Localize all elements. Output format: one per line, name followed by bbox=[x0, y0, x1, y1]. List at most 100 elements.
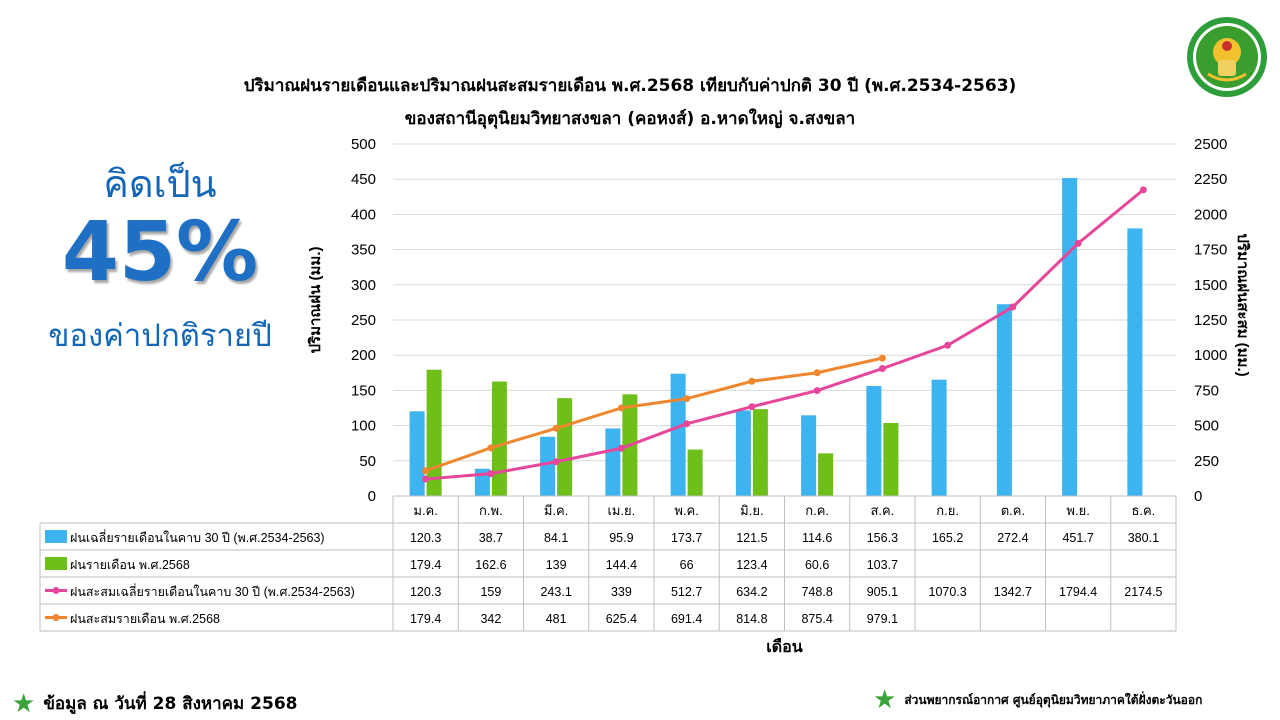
table-cell: 120.3 bbox=[410, 585, 441, 599]
bar-year2568 bbox=[818, 453, 834, 496]
table-cell: 123.4 bbox=[736, 558, 767, 572]
bar-normal bbox=[670, 373, 686, 496]
table-cell: 139 bbox=[546, 558, 567, 572]
bar-year2568 bbox=[687, 449, 703, 496]
point-normal-cumulative bbox=[487, 470, 495, 478]
legend-swatch bbox=[45, 557, 67, 570]
y-tick-label: 300 bbox=[351, 277, 376, 294]
table-cell: 625.4 bbox=[606, 612, 637, 626]
bar-normal bbox=[931, 379, 947, 496]
table-cell: 162.6 bbox=[475, 558, 506, 572]
x-tick-label: มิ.ย. bbox=[740, 503, 763, 518]
callout-percent: 45% bbox=[61, 205, 259, 300]
bar-normal bbox=[1127, 228, 1143, 496]
point-cumulative-2568 bbox=[617, 404, 625, 412]
legend-label: ฝนสะสมเฉลี่ยรายเดือนในคาบ 30 ปี (พ.ศ.253… bbox=[70, 583, 355, 599]
table-cell: 814.8 bbox=[736, 612, 767, 626]
point-cumulative-2568 bbox=[552, 424, 560, 432]
point-cumulative-2568 bbox=[878, 354, 886, 362]
star-icon: ★ bbox=[12, 688, 36, 719]
bar-normal bbox=[801, 415, 817, 496]
table-cell: 451.7 bbox=[1062, 531, 1093, 545]
y2-tick-label: 1000 bbox=[1194, 347, 1227, 364]
y2-tick-label: 250 bbox=[1194, 453, 1219, 470]
table-cell: 1070.3 bbox=[929, 585, 967, 599]
y-tick-label: 250 bbox=[351, 312, 376, 329]
table-cell: 179.4 bbox=[410, 612, 441, 626]
y-tick-label: 100 bbox=[351, 418, 376, 435]
y-tick-label: 400 bbox=[351, 206, 376, 223]
point-normal-cumulative bbox=[1074, 239, 1082, 247]
x-tick-label: ส.ค. bbox=[870, 503, 894, 518]
point-normal-cumulative bbox=[1009, 303, 1017, 311]
x-tick-label: เม.ย. bbox=[607, 503, 635, 518]
table-cell: 2174.5 bbox=[1124, 585, 1162, 599]
point-cumulative-2568 bbox=[683, 395, 691, 403]
point-cumulative-2568 bbox=[748, 377, 756, 385]
table-cell: 634.2 bbox=[736, 585, 767, 599]
point-normal-cumulative bbox=[944, 341, 952, 349]
y2-tick-label: 0 bbox=[1194, 488, 1202, 505]
table-cell: 114.6 bbox=[802, 531, 832, 545]
table-cell: 979.1 bbox=[867, 612, 898, 626]
y2-tick-label: 1750 bbox=[1194, 242, 1227, 259]
bar-year2568 bbox=[557, 398, 573, 496]
y-axis-title: ปริมาณฝน (มม.) bbox=[306, 247, 324, 354]
footer-date-text: ข้อมูล ณ วันที่ 28 สิงหาคม 2568 bbox=[43, 694, 298, 714]
table-cell: 1794.4 bbox=[1059, 585, 1097, 599]
chart-subtitle: ของสถานีอุตุนิยมวิทยาสงขลา (คอหงส์) อ.หา… bbox=[404, 109, 856, 129]
bar-normal bbox=[735, 410, 751, 496]
callout-caption: ของค่าปกติรายปี bbox=[48, 318, 272, 354]
table-cell: 120.3 bbox=[410, 531, 441, 545]
table-cell: 905.1 bbox=[867, 585, 898, 599]
y2-tick-label: 750 bbox=[1194, 382, 1219, 399]
bar-normal bbox=[996, 304, 1012, 496]
point-normal-cumulative bbox=[552, 458, 560, 466]
table-cell: 95.9 bbox=[609, 531, 633, 545]
x-tick-label: มี.ค. bbox=[544, 503, 569, 518]
table-cell: 156.3 bbox=[867, 531, 898, 545]
table-cell: 84.1 bbox=[544, 531, 568, 545]
point-normal-cumulative bbox=[683, 420, 691, 428]
table-cell: 748.8 bbox=[801, 585, 832, 599]
y2-tick-label: 2000 bbox=[1194, 206, 1227, 223]
bar-year2568 bbox=[426, 369, 442, 496]
tmd-emblem-icon bbox=[1187, 17, 1267, 97]
point-cumulative-2568 bbox=[487, 444, 495, 452]
point-normal-cumulative bbox=[878, 365, 886, 373]
table-cell: 243.1 bbox=[540, 585, 571, 599]
footer-date: ★ ข้อมูล ณ วันที่ 28 สิงหาคม 2568 bbox=[12, 690, 297, 717]
table-cell: 512.7 bbox=[671, 585, 702, 599]
bar-year2568 bbox=[752, 409, 768, 496]
point-normal-cumulative bbox=[422, 475, 430, 483]
point-normal-cumulative bbox=[1139, 186, 1147, 194]
x-tick-label: ม.ค. bbox=[413, 503, 438, 518]
point-normal-cumulative bbox=[748, 403, 756, 411]
y2-axis-title: ปริมาณฝนสะสม (มม.) bbox=[1234, 233, 1252, 376]
legend-swatch bbox=[45, 530, 67, 543]
table-cell: 103.7 bbox=[867, 558, 898, 572]
y-tick-label: 150 bbox=[351, 382, 376, 399]
footer-org: ★ ส่วนพยากรณ์อากาศ ศูนย์อุตุนิยมวิทยาภาค… bbox=[873, 685, 1202, 715]
x-tick-label: พ.ย. bbox=[1066, 503, 1089, 518]
bar-normal bbox=[866, 385, 882, 496]
line-normal-cumulative bbox=[425, 188, 1145, 481]
table-cell: 60.6 bbox=[805, 558, 829, 572]
y-tick-label: 0 bbox=[368, 488, 376, 505]
point-cumulative-2568 bbox=[422, 467, 430, 475]
legend-label: ฝนสะสมรายเดือน พ.ศ.2568 bbox=[70, 612, 220, 626]
bar-normal bbox=[540, 436, 556, 496]
x-tick-label: พ.ค. bbox=[674, 503, 699, 518]
table-cell: 165.2 bbox=[932, 531, 963, 545]
table-cell: 66 bbox=[680, 558, 694, 572]
table-cell: 272.4 bbox=[997, 531, 1028, 545]
table-cell: 342 bbox=[480, 612, 501, 626]
legend-label: ฝนเฉลี่ยรายเดือนในคาบ 30 ปี (พ.ศ.2534-25… bbox=[70, 529, 325, 545]
bar-year2568 bbox=[883, 422, 899, 496]
y2-tick-label: 2500 bbox=[1194, 136, 1227, 153]
x-tick-label: ต.ค. bbox=[1001, 503, 1025, 518]
y2-tick-label: 1500 bbox=[1194, 277, 1227, 294]
bar-normal bbox=[409, 411, 425, 496]
star-icon: ★ bbox=[873, 685, 897, 715]
